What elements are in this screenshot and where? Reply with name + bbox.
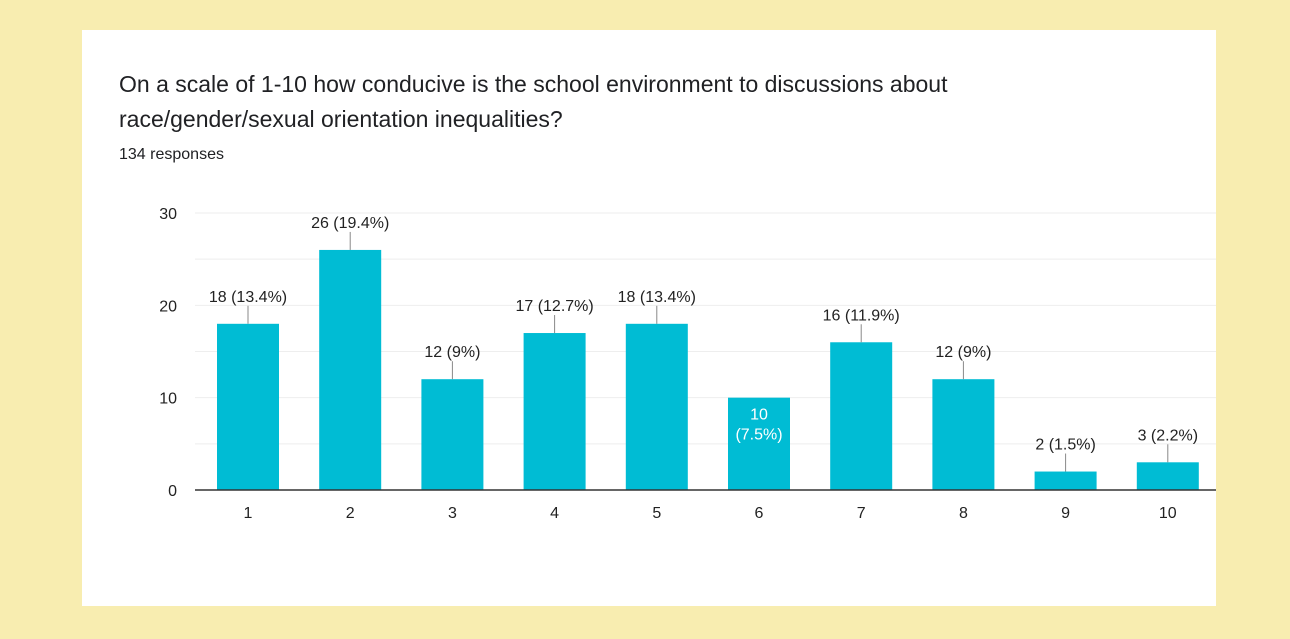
x-tick-label: 3 xyxy=(448,505,457,522)
data-label: 18 (13.4%) xyxy=(209,289,287,306)
y-tick-label: 20 xyxy=(159,298,177,315)
bar xyxy=(1034,471,1097,490)
y-tick-label: 10 xyxy=(159,391,177,408)
x-tick-label: 2 xyxy=(346,505,355,522)
response-count: 134 responses xyxy=(119,146,224,163)
bar xyxy=(319,249,382,490)
data-label: 2 (1.5%) xyxy=(1035,437,1095,454)
data-label: (7.5%) xyxy=(735,427,782,444)
bar xyxy=(1136,462,1199,490)
data-label: 18 (13.4%) xyxy=(618,289,696,306)
chart-card: On a scale of 1-10 how conducive is the … xyxy=(82,30,1216,606)
data-label: 3 (2.2%) xyxy=(1138,427,1198,444)
bar xyxy=(932,379,995,490)
x-tick-label: 8 xyxy=(959,505,968,522)
data-label: 12 (9%) xyxy=(935,344,991,361)
bar-chart: 0 10 20 30 18 (13.4%) 1 26 (19.4%) 2 12 (9%) 3 17 … xyxy=(159,206,1216,522)
bar xyxy=(728,397,790,490)
data-label: 16 (11.9%) xyxy=(823,307,900,324)
x-tick-label: 6 xyxy=(755,505,764,522)
y-tick-label: 30 xyxy=(159,206,177,223)
question-title: On a scale of 1-10 how conducive is the … xyxy=(119,71,948,132)
data-label: 12 (9%) xyxy=(424,344,480,361)
bar xyxy=(523,333,586,490)
bar xyxy=(625,323,688,490)
data-label: 10 xyxy=(750,407,768,424)
x-tick-label: 10 xyxy=(1159,505,1177,522)
x-tick-label: 4 xyxy=(550,505,559,522)
x-tick-label: 7 xyxy=(857,505,866,522)
data-label: 17 (12.7%) xyxy=(515,298,593,315)
data-label: 26 (19.4%) xyxy=(311,215,389,232)
x-tick-label: 5 xyxy=(652,505,661,522)
x-tick-label: 9 xyxy=(1061,505,1070,522)
bar xyxy=(217,323,279,490)
x-tick-label: 1 xyxy=(244,505,253,522)
bar xyxy=(421,379,484,490)
y-tick-label: 0 xyxy=(168,483,177,500)
bar xyxy=(830,342,893,490)
